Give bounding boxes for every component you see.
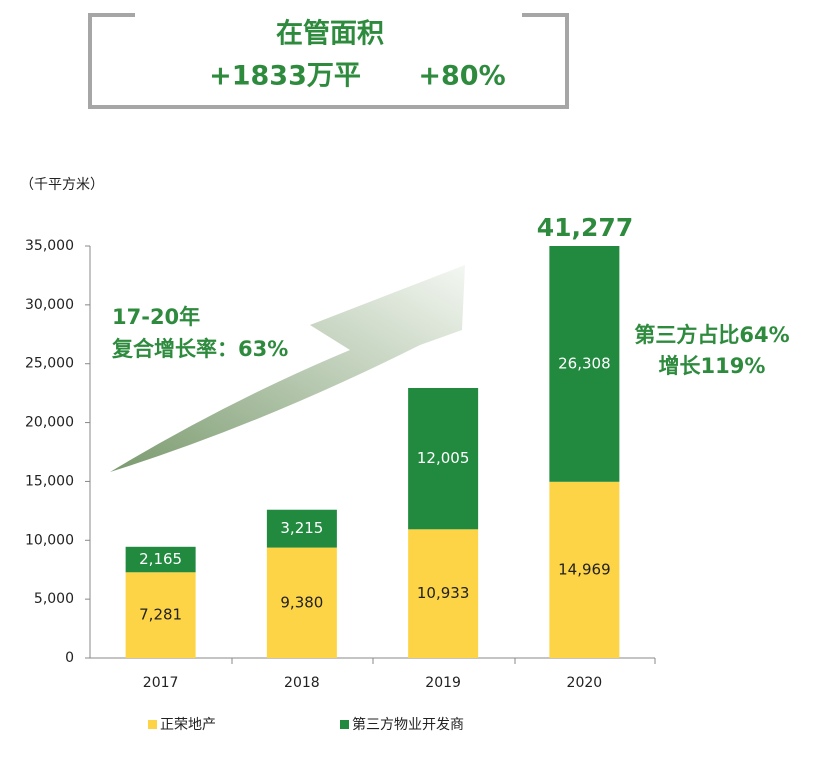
legend-label: 正荣地产 bbox=[160, 717, 216, 733]
value-label: 10,933 bbox=[417, 584, 470, 602]
legend-swatch bbox=[148, 720, 157, 729]
y-tick-label: 25,000 bbox=[25, 356, 74, 372]
bar-segment bbox=[266, 547, 337, 658]
bar-segment bbox=[408, 529, 479, 658]
legend-swatch bbox=[340, 720, 349, 729]
growth-arrow bbox=[110, 265, 465, 472]
value-label: 7,281 bbox=[139, 606, 182, 624]
annotation: 17-20年 bbox=[112, 305, 200, 329]
subtitle: +1833万平 bbox=[209, 61, 361, 92]
chart-title: 在管面积 bbox=[276, 19, 384, 50]
legend-label: 第三方物业开发商 bbox=[352, 716, 464, 733]
bar-segment bbox=[125, 546, 196, 573]
value-label: 3,215 bbox=[280, 519, 323, 537]
value-label: 14,969 bbox=[558, 560, 611, 578]
y-tick-label: 0 bbox=[65, 650, 74, 666]
y-tick-label: 35,000 bbox=[25, 238, 74, 254]
annotation: 复合增长率：63% bbox=[111, 337, 288, 361]
y-tick-label: 15,000 bbox=[25, 473, 74, 489]
value-label: 2,165 bbox=[139, 550, 182, 568]
y-tick-label: 20,000 bbox=[25, 415, 74, 431]
y-tick-label: 10,000 bbox=[25, 532, 74, 548]
x-tick-label: 2019 bbox=[425, 675, 461, 691]
y-tick-label: 5,000 bbox=[34, 591, 74, 607]
value-label: 26,308 bbox=[558, 354, 611, 372]
plot-area bbox=[125, 246, 620, 658]
x-tick-label: 2020 bbox=[567, 675, 603, 691]
bar-segment bbox=[266, 509, 337, 548]
x-tick-label: 2017 bbox=[143, 675, 179, 691]
annotation: 增长119% bbox=[659, 354, 766, 378]
bar-segment bbox=[549, 246, 620, 482]
value-label: 12,005 bbox=[417, 449, 470, 467]
annotation: 第三方占比64% bbox=[634, 323, 789, 347]
x-tick-label: 2018 bbox=[284, 675, 320, 691]
total-label: 41,277 bbox=[537, 213, 633, 242]
y-tick-label: 30,000 bbox=[25, 297, 74, 313]
value-label: 9,380 bbox=[280, 593, 323, 611]
bar-segment bbox=[408, 387, 479, 530]
header-box bbox=[88, 13, 569, 109]
subtitle: +80% bbox=[418, 61, 505, 92]
bar-segment bbox=[125, 572, 196, 658]
bar-segment bbox=[549, 481, 620, 658]
y-axis-label: （千平方米） bbox=[20, 177, 104, 193]
